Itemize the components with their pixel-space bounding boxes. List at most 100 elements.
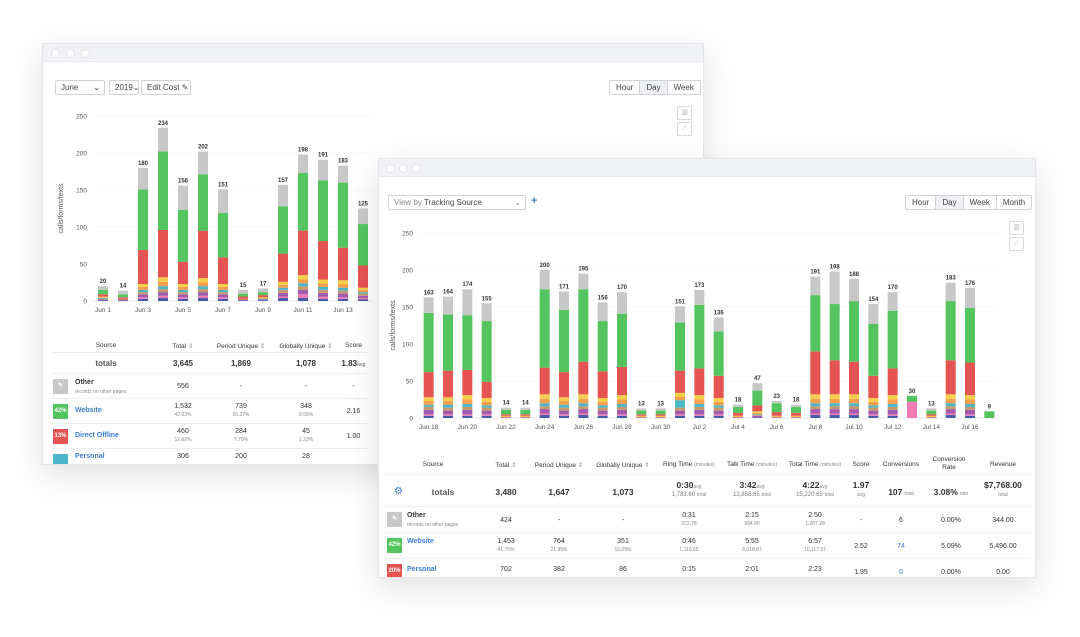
table-row[interactable]: 42% Website 1,453 41.75% 764 21.95% 351 …: [383, 533, 1031, 559]
row-conversions-link[interactable]: 0: [899, 569, 903, 576]
col-total-time[interactable]: Total Time (minutes): [784, 461, 846, 468]
add-icon[interactable]: +: [531, 195, 538, 207]
col-ring-time[interactable]: Ring Time (minutes): [658, 461, 720, 468]
totals-period: 1,869: [230, 359, 252, 368]
bar-segment: [868, 324, 879, 376]
totals-label: totals: [95, 359, 117, 368]
col-period-unique[interactable]: Period Unique ⇕: [206, 342, 276, 350]
line-chart-icon[interactable]: ⟋: [677, 122, 692, 136]
bar-segment: [539, 270, 550, 290]
table-row[interactable]: 42% Website 1,532 42.03% 739 20.27% 348 …: [51, 399, 369, 424]
bar-segment: [258, 298, 268, 299]
share-badge: 42%: [53, 404, 68, 419]
bar-segment: [675, 392, 685, 397]
col-talk-time[interactable]: Talk Time (minutes): [721, 461, 783, 468]
col-total[interactable]: Total ⇕: [488, 461, 524, 469]
source-link-personal[interactable]: Personal: [75, 453, 105, 460]
bar-segment: [481, 407, 492, 411]
bar-total-label: 30: [909, 389, 916, 395]
row-talk-total: 994.80: [744, 521, 760, 527]
bar-total-label: 188: [849, 272, 860, 278]
bar-segment: [926, 417, 937, 418]
range-week-button[interactable]: Week: [964, 196, 997, 209]
table-row[interactable]: Personal 306 200 28: [51, 449, 369, 464]
col-ring-unit: (minutes): [694, 462, 715, 468]
share-badge: 13%: [53, 429, 68, 444]
bar-segment: [423, 400, 434, 405]
col-total-label: Total: [495, 462, 510, 469]
table-row[interactable]: ✎ Other records on other pages 424 - - 0…: [383, 507, 1031, 533]
year-select[interactable]: 2019⌄: [109, 80, 140, 95]
bar-segment: [358, 293, 368, 296]
col-globally-unique[interactable]: Globally Unique ⇕: [276, 342, 336, 350]
bar-segment: [318, 298, 328, 301]
col-total[interactable]: Total ⇕: [163, 342, 203, 350]
range-month-button[interactable]: Month: [1002, 198, 1026, 207]
bar-segment: [713, 414, 724, 416]
bar-segment: [849, 403, 859, 407]
bar-segment: [694, 368, 705, 396]
table-row[interactable]: 13% Direct Offline 460 12.62% 284 7.79% …: [51, 424, 369, 449]
y-tick-label: 50: [80, 262, 88, 269]
col-source[interactable]: Source: [422, 461, 444, 468]
source-link-website[interactable]: Website: [75, 407, 102, 414]
col-revenue[interactable]: Revenue: [989, 461, 1017, 468]
bar-segment: [358, 265, 368, 288]
bar-segment: [849, 301, 859, 362]
month-select[interactable]: June ⌄: [55, 80, 105, 95]
row-period-pct: 21.95%: [550, 547, 568, 553]
bar-segment: [443, 410, 453, 415]
bar-segment: [462, 403, 473, 407]
bar-total-label: 13: [657, 401, 664, 407]
bar-total-label: 183: [338, 159, 349, 165]
bar-segment: [713, 331, 724, 376]
col-score[interactable]: Score: [345, 342, 362, 349]
range-day-button[interactable]: Day: [936, 196, 964, 209]
bar-segment: [752, 390, 763, 406]
bar-segment: [791, 417, 801, 418]
table-row[interactable]: 20% Personal 702 382 86 0:15 2:01 2:23 1…: [383, 559, 1031, 577]
col-source[interactable]: Source: [95, 342, 117, 349]
bar-segment: [733, 406, 743, 413]
row-talk-total: 8,618.87: [742, 547, 762, 553]
bar-segment: [771, 417, 782, 418]
row-conversions-link[interactable]: 74: [897, 543, 905, 550]
bar-segment: [965, 307, 975, 363]
edit-cost-button[interactable]: Edit Cost ✎: [141, 80, 191, 95]
range-week-button[interactable]: Week: [673, 83, 694, 92]
bar-segment: [462, 409, 473, 415]
col-conversions[interactable]: Conversions: [882, 461, 920, 468]
gear-icon[interactable]: ⚙: [394, 486, 403, 497]
bar-segment: [218, 212, 228, 258]
bar-segment: [829, 403, 840, 407]
range-hour-button[interactable]: Hour: [906, 196, 937, 209]
bar-segment: [965, 409, 975, 415]
col-conversion-rate[interactable]: Conversion Rate: [932, 456, 966, 471]
row-time: 2:50: [808, 512, 822, 519]
bar-segment: [118, 297, 128, 299]
bar-segment: [198, 230, 208, 279]
range-hour-button[interactable]: Hour: [610, 81, 641, 94]
row-period-pct: 20.27%: [232, 412, 250, 418]
bar-segment: [849, 394, 859, 399]
line-chart-icon[interactable]: ⟋: [1009, 237, 1024, 251]
bar-segment: [675, 306, 685, 323]
view-by-select[interactable]: View by Tracking Source ⌄: [388, 195, 526, 210]
bar-chart-icon[interactable]: ▥: [677, 106, 692, 120]
range-day-button[interactable]: Day: [640, 81, 668, 94]
bar-chart-icon[interactable]: ▥: [1009, 221, 1024, 235]
bar-total-label: 195: [578, 267, 589, 273]
totals-ring-total: 1,783.60: [671, 492, 696, 498]
source-link-direct-offline[interactable]: Direct Offline: [75, 432, 119, 439]
source-link-website[interactable]: Website: [407, 538, 434, 545]
table-row[interactable]: ✎ Other records on other pages 556 - - -: [51, 374, 369, 399]
source-link-personal[interactable]: Personal: [407, 566, 437, 573]
col-score[interactable]: Score: [852, 461, 870, 468]
bar-segment: [829, 409, 840, 414]
bar-segment: [887, 403, 898, 407]
totals-score-unit: avg: [356, 362, 366, 368]
bar-segment: [238, 296, 248, 299]
col-period-unique[interactable]: Period Unique ⇕: [529, 461, 589, 469]
col-globally-unique[interactable]: Globally Unique ⇕: [593, 461, 653, 469]
bar-segment: [791, 404, 801, 407]
